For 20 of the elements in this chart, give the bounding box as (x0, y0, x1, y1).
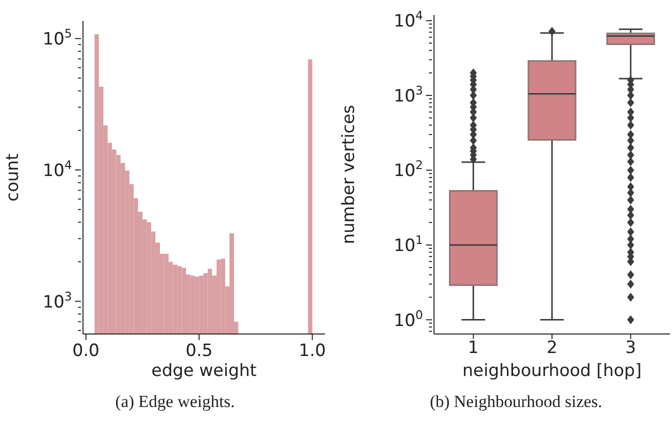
x-axis-title: neighbourhood [hop] (462, 361, 642, 381)
y-tick-label: 10$^{5}$ (42, 26, 72, 50)
y-axis-title: count (3, 153, 24, 202)
text: (a) Edge weights. (114, 392, 236, 412)
text: (b) Neighbourhood sizes. (428, 392, 604, 412)
y-tick-label: 10$^{0}$ (394, 308, 423, 331)
x-tick-label: 0.5 (186, 341, 213, 361)
y-tick-label: 10$^{4}$ (42, 158, 72, 181)
x-tick-label: 1.0 (298, 341, 326, 361)
y-tick-label: 10$^{1}$ (394, 232, 423, 256)
x-axis-title: edge weight (151, 361, 257, 381)
y-tick-label: 10$^{3}$ (394, 83, 423, 106)
y-axis-title: number vertices (339, 104, 360, 244)
x-tick-label: 0.0 (72, 341, 100, 361)
y-tick-label: 10$^{4}$ (394, 8, 423, 32)
x-tick-label: 2 (546, 338, 558, 358)
x-tick-label: 1 (468, 338, 479, 358)
y-tick-label: 10$^{3}$ (42, 289, 72, 312)
y-tick-label: 10$^{2}$ (394, 158, 423, 182)
x-tick-label: 3 (625, 338, 636, 358)
